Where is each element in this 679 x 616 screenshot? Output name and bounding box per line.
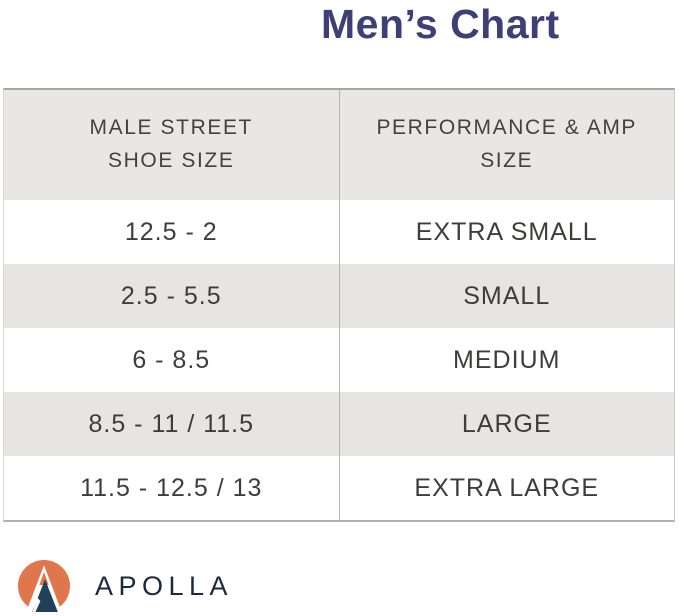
mens-size-table: MALE STREET SHOE SIZE PERFORMANCE & AMP … xyxy=(3,88,675,522)
table-header-row: MALE STREET SHOE SIZE PERFORMANCE & AMP … xyxy=(4,90,674,200)
column-header-amp-size-line2: SIZE xyxy=(480,149,534,172)
amp-size-cell: LARGE xyxy=(338,392,675,456)
column-header-amp-size: PERFORMANCE & AMP SIZE xyxy=(338,90,675,200)
shoe-size-cell: 6 - 8.5 xyxy=(132,345,211,374)
table-row: 8.5 - 11 / 11.5 LARGE xyxy=(4,392,674,456)
amp-size-cell: EXTRA SMALL xyxy=(338,200,675,264)
brand-name: APOLLA xyxy=(95,570,234,601)
column-header-shoe-size: MALE STREET SHOE SIZE xyxy=(4,90,339,200)
table-row: 2.5 - 5.5 SMALL xyxy=(4,264,674,328)
column-header-shoe-size-line2: SHOE SIZE xyxy=(108,149,235,172)
table-row: 11.5 - 12.5 / 13 EXTRA LARGE xyxy=(4,456,674,520)
apolla-logo-icon xyxy=(18,560,70,614)
shoe-size-cell: 2.5 - 5.5 xyxy=(120,281,222,310)
shoe-size-cell: 12.5 - 2 xyxy=(124,217,218,246)
amp-size-cell: SMALL xyxy=(338,264,675,328)
brand-footer: APOLLA xyxy=(18,560,234,614)
amp-size-cell: EXTRA LARGE xyxy=(338,456,675,520)
table-row: 6 - 8.5 MEDIUM xyxy=(4,328,674,392)
shoe-size-cell: 11.5 - 12.5 / 13 xyxy=(80,473,263,502)
table-row: 12.5 - 2 EXTRA SMALL xyxy=(4,200,674,264)
shoe-size-cell: 8.5 - 11 / 11.5 xyxy=(88,409,255,438)
page-title: Men’s Chart xyxy=(321,1,560,47)
column-header-amp-size-line1: PERFORMANCE & AMP xyxy=(376,116,638,140)
amp-size-cell: MEDIUM xyxy=(338,328,675,392)
column-header-shoe-size-line1: MALE STREET xyxy=(89,116,253,140)
